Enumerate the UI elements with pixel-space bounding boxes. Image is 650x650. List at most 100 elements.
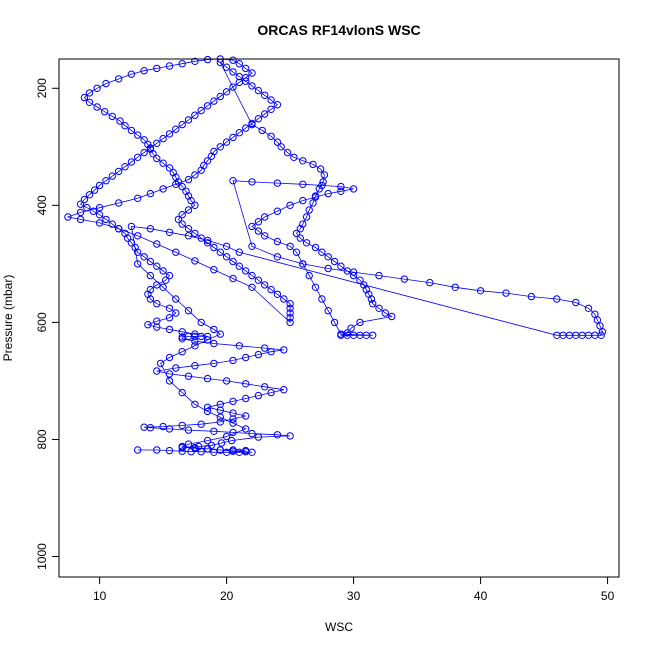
data-point [174,215,183,224]
data-point [286,300,294,308]
data-point [388,312,396,321]
data-point [178,120,186,129]
data-point [598,328,607,336]
data-point [222,63,231,71]
data-point [217,439,226,447]
data-point [242,394,250,403]
data-point [254,115,263,123]
data-point [146,271,155,280]
plot-frame [58,58,620,578]
y-tick-label: 1000 [35,543,49,570]
data-point [187,196,195,205]
data-point [121,163,129,171]
data-point [178,328,186,336]
data-point [210,266,218,274]
data-point [292,248,301,256]
data-point [146,285,155,294]
data-point [292,229,301,238]
data-point [85,191,94,199]
data-point [229,397,237,406]
data-point [203,336,212,344]
data-point [93,84,101,93]
data-point [235,248,244,256]
data-point [273,431,282,439]
data-point [375,271,383,280]
data-point [248,271,256,280]
data-point [153,323,161,331]
data-point [273,253,282,261]
data-point [115,199,123,207]
data-point [216,92,225,101]
data-point [254,350,263,359]
data-point [95,181,104,190]
x-tick-label: 10 [93,589,107,603]
data-point [134,194,142,203]
data-point [235,60,244,68]
data-point [242,77,250,85]
data-point [222,138,231,146]
data-point [85,98,94,107]
data-point [242,380,250,388]
data-point [267,96,275,104]
data-point [178,447,186,455]
data-point [178,348,186,356]
data-point [248,82,256,90]
data-point [235,129,244,137]
data-point [64,213,72,221]
data-point [273,290,282,298]
y-axis-label: Pressure (mbar) [1,275,15,362]
data-point [305,206,313,214]
data-point [254,433,263,441]
data-point [502,289,510,297]
data-point [108,112,117,121]
data-point [319,178,327,186]
data-point [254,86,263,95]
data-point [159,185,167,193]
data-point [222,432,231,441]
data-point [197,106,205,115]
data-point [222,377,231,385]
data-point [286,309,294,317]
data-point [102,177,110,185]
data-point [121,229,129,238]
data-point [203,436,212,445]
data-point [273,207,282,215]
data-point [102,79,110,88]
data-point [184,426,193,434]
data-point [426,278,434,287]
x-axis-label: WSC [325,620,353,634]
data-point [349,268,358,276]
data-point [140,423,148,431]
data-point [184,307,193,315]
data-point [165,377,174,385]
data-point [76,208,85,217]
data-point [299,180,307,189]
data-point [165,425,174,433]
data-point [127,158,136,166]
data-point [127,239,136,247]
data-point [172,180,180,189]
data-point [95,211,104,219]
data-point [242,64,250,73]
data-point [248,222,256,231]
data-point [178,421,186,430]
data-point [584,304,593,312]
data-point [216,248,225,256]
data-point [242,446,250,455]
data-point [316,165,325,173]
data-point [254,276,263,284]
data-point [134,260,142,268]
data-point [229,415,237,423]
data-point [318,181,326,190]
data-point [222,242,231,251]
data-point [553,331,561,339]
data-point [330,257,339,266]
data-point [248,178,256,186]
data-point [229,419,237,427]
y-tick-label: 400 [35,195,49,215]
data-point [337,187,345,196]
data-series-layer [64,55,607,456]
data-point [229,56,237,64]
data-point [248,69,256,77]
data-point [134,446,142,454]
